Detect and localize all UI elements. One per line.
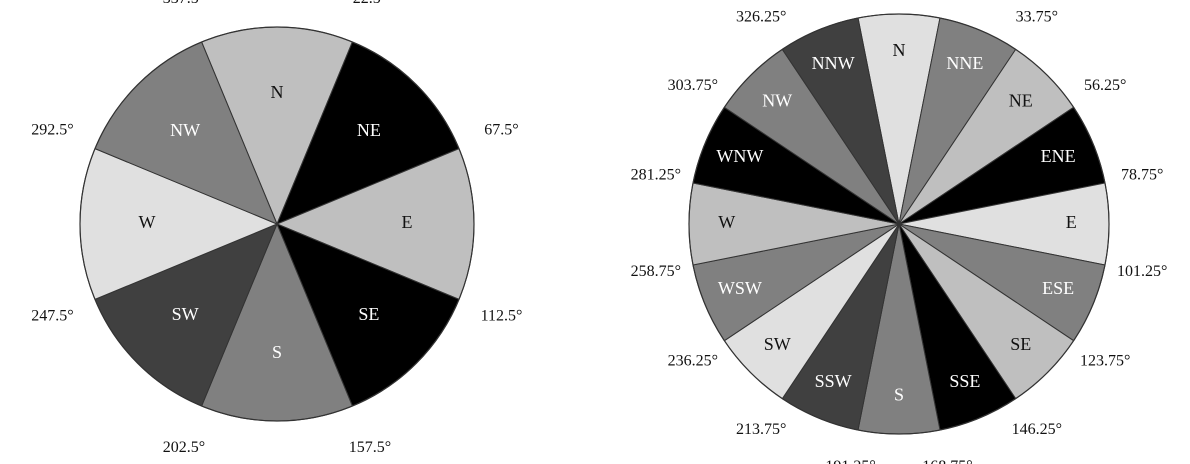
boundary-angle-label: 101.25° bbox=[1117, 263, 1167, 280]
direction-label-sw: SW bbox=[172, 304, 199, 324]
direction-label-w: W bbox=[718, 212, 735, 232]
boundary-angle-label: 22.5° bbox=[353, 0, 387, 7]
direction-label-se: SE bbox=[358, 304, 379, 324]
rose-outline bbox=[688, 13, 1110, 435]
direction-label-w: W bbox=[139, 212, 156, 232]
boundary-angle-label: 247.5° bbox=[31, 308, 73, 325]
direction-label-ssw: SSW bbox=[815, 371, 852, 391]
direction-label-sw: SW bbox=[764, 334, 791, 354]
direction-label-ese: ESE bbox=[1042, 278, 1074, 298]
sixteen-point-compass-rose: NNNENEENEEESESESSESSSWSWWSWWWNWNWNNW11.2… bbox=[631, 8, 1168, 464]
boundary-angle-label: 78.75° bbox=[1121, 166, 1163, 183]
boundary-angle-label: 146.25° bbox=[1012, 421, 1062, 438]
boundary-angle-label: 258.75° bbox=[631, 263, 681, 280]
direction-label-sse: SSE bbox=[949, 371, 980, 391]
direction-label-nne: NNE bbox=[946, 53, 983, 73]
direction-label-ne: NE bbox=[357, 120, 381, 140]
boundary-angle-label: 157.5° bbox=[349, 439, 391, 456]
rose-outline bbox=[79, 26, 475, 422]
boundary-angle-label: 56.25° bbox=[1084, 77, 1126, 94]
direction-label-ene: ENE bbox=[1041, 146, 1076, 166]
boundary-angle-label: 123.75° bbox=[1080, 352, 1130, 369]
direction-label-ne: NE bbox=[1009, 90, 1033, 110]
boundary-angle-label: 326.25° bbox=[736, 8, 786, 25]
boundary-angle-label: 303.75° bbox=[668, 77, 718, 94]
direction-label-nw: NW bbox=[762, 90, 792, 110]
boundary-angle-label: 337.5° bbox=[163, 0, 205, 7]
boundary-angle-label: 168.75° bbox=[922, 458, 972, 464]
direction-label-s: S bbox=[272, 342, 282, 362]
direction-label-e: E bbox=[1066, 212, 1077, 232]
boundary-angle-label: 236.25° bbox=[668, 352, 718, 369]
direction-label-wnw: WNW bbox=[716, 146, 763, 166]
boundary-angle-label: 281.25° bbox=[631, 166, 681, 183]
boundary-angle-label: 33.75° bbox=[1016, 8, 1058, 25]
boundary-angle-label: 112.5° bbox=[481, 308, 523, 325]
direction-label-s: S bbox=[894, 384, 904, 404]
direction-label-se: SE bbox=[1010, 334, 1031, 354]
direction-label-e: E bbox=[402, 212, 413, 232]
direction-label-n: N bbox=[271, 82, 284, 102]
direction-label-nnw: NNW bbox=[812, 53, 855, 73]
boundary-angle-label: 213.75° bbox=[736, 421, 786, 438]
direction-label-wsw: WSW bbox=[718, 278, 762, 298]
boundary-angle-label: 202.5° bbox=[163, 439, 205, 456]
boundary-angle-label: 191.25° bbox=[825, 458, 875, 464]
direction-label-nw: NW bbox=[170, 120, 200, 140]
direction-label-n: N bbox=[893, 40, 906, 60]
eight-point-compass-rose: N NE E SE S SW W NW 22.5° 67.5° 112.5° 157.5° 202.5°… bbox=[31, 0, 522, 456]
boundary-angle-label: 67.5° bbox=[484, 122, 518, 139]
boundary-angle-label: 292.5° bbox=[31, 122, 73, 139]
